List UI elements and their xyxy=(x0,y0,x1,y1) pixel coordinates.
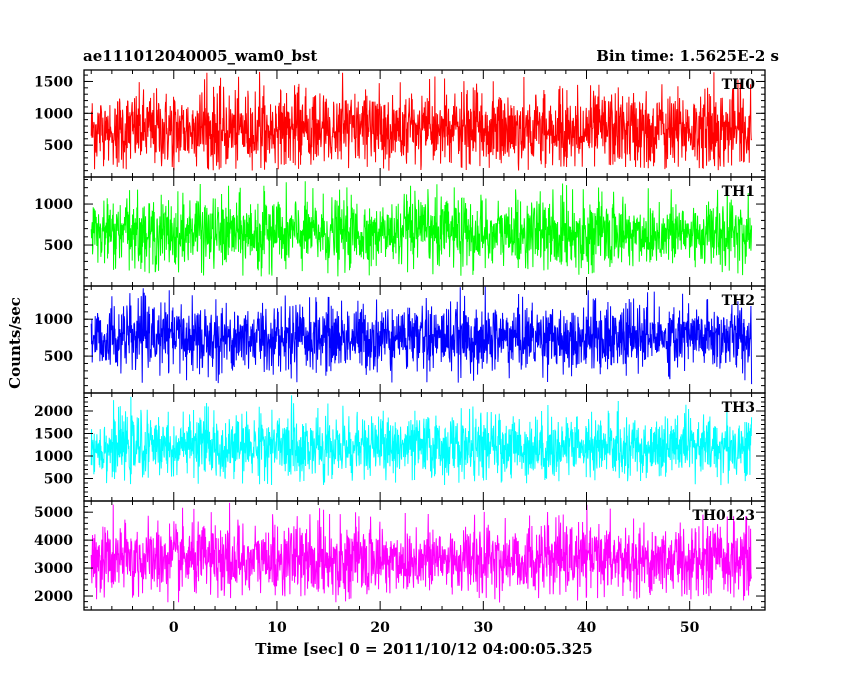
y-tick-label: 500 xyxy=(44,472,73,488)
series-line-th0123 xyxy=(90,502,753,603)
panel-label-th0123: TH0123 xyxy=(692,508,755,524)
series-line-th0 xyxy=(90,71,753,171)
series-line-th1 xyxy=(90,181,753,277)
panel-label-th2: TH2 xyxy=(722,293,755,309)
y-tick-label: 500 xyxy=(44,238,73,254)
panel-th1: 500 1000 TH1 xyxy=(34,176,766,287)
series-line-th2 xyxy=(90,286,753,385)
panel-th2: 500 1000 TH2 xyxy=(34,285,766,394)
y-tick-label: 5000 xyxy=(34,505,73,521)
x-tick-label: 0 xyxy=(169,620,179,636)
y-tick-label: 1000 xyxy=(34,312,73,328)
bin-time-label: Bin time: 1.5625E-2 s xyxy=(596,47,779,65)
panel-th0123: 2000 3000 4000 5000 TH0123 xyxy=(34,500,766,611)
y-tick-label: 2000 xyxy=(34,404,73,420)
y-tick-label: 500 xyxy=(44,138,73,154)
y-tick-label: 1500 xyxy=(34,427,73,443)
y-tick-label: 500 xyxy=(44,349,73,365)
y-tick-label: 4000 xyxy=(34,533,73,549)
x-tick-label: 10 xyxy=(267,620,287,636)
panel-frame xyxy=(83,500,766,611)
x-axis-title: Time [sec] 0 = 2011/10/12 04:00:05.325 xyxy=(255,640,592,658)
series-line-th3 xyxy=(90,395,753,486)
y-tick-label: 2000 xyxy=(34,589,73,605)
panel-label-th3: TH3 xyxy=(722,400,755,416)
y-tick-label: 3000 xyxy=(34,561,73,577)
panel-label-th0: TH0 xyxy=(722,77,756,93)
y-tick-label: 1000 xyxy=(34,449,73,465)
chart-title: ae111012040005_wam0_bst xyxy=(83,47,317,65)
panel-th0: 500 1000 1500 TH0 xyxy=(34,69,766,178)
y-tick-label: 1500 xyxy=(34,74,73,90)
y-tick-label: 1000 xyxy=(34,106,73,122)
panels-group: 500 1000 1500 TH0 500 1000 TH1 500 1000 TH2 500 100… xyxy=(34,69,766,611)
panel-label-th1: TH1 xyxy=(722,184,755,200)
x-tick-label: 50 xyxy=(680,620,700,636)
x-tick-label: 40 xyxy=(577,620,597,636)
y-tick-label: 1000 xyxy=(34,197,73,213)
y-axis-title: Counts/sec xyxy=(6,297,24,389)
panel-th3: 500 1000 1500 2000 TH3 xyxy=(34,392,766,502)
x-tick-label: 30 xyxy=(474,620,494,636)
x-tick-label: 20 xyxy=(370,620,390,636)
x-axis: 0 10 20 30 40 50 xyxy=(169,620,700,636)
